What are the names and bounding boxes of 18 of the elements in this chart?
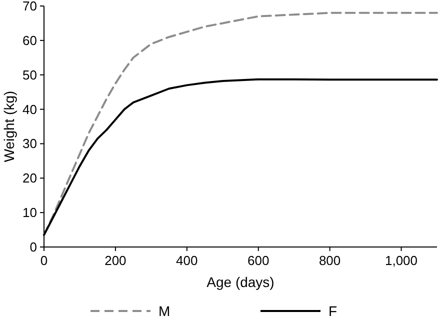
x-tick-label: 0 [40,253,48,268]
y-tick-label: 70 [22,0,37,14]
y-tick-label: 60 [22,32,37,48]
x-axis-title: Age (days) [206,274,274,290]
y-tick-label: 30 [22,136,37,152]
legend-label: M [158,303,170,319]
x-tick-label: 800 [318,253,341,268]
y-tick-label: 50 [22,67,37,82]
y-tick-label: 10 [22,205,37,220]
x-tick-label: 600 [248,253,270,268]
x-tick-label: 200 [104,253,126,268]
legend-label: F [328,303,338,319]
y-axis-title: Weight (kg) [1,90,17,162]
x-tick-label: 1,000 [385,253,418,268]
y-tick-label: 40 [22,102,37,117]
y-tick-label: 0 [30,240,37,254]
x-tick-label: 400 [176,253,198,268]
y-tick-label: 20 [22,170,37,186]
